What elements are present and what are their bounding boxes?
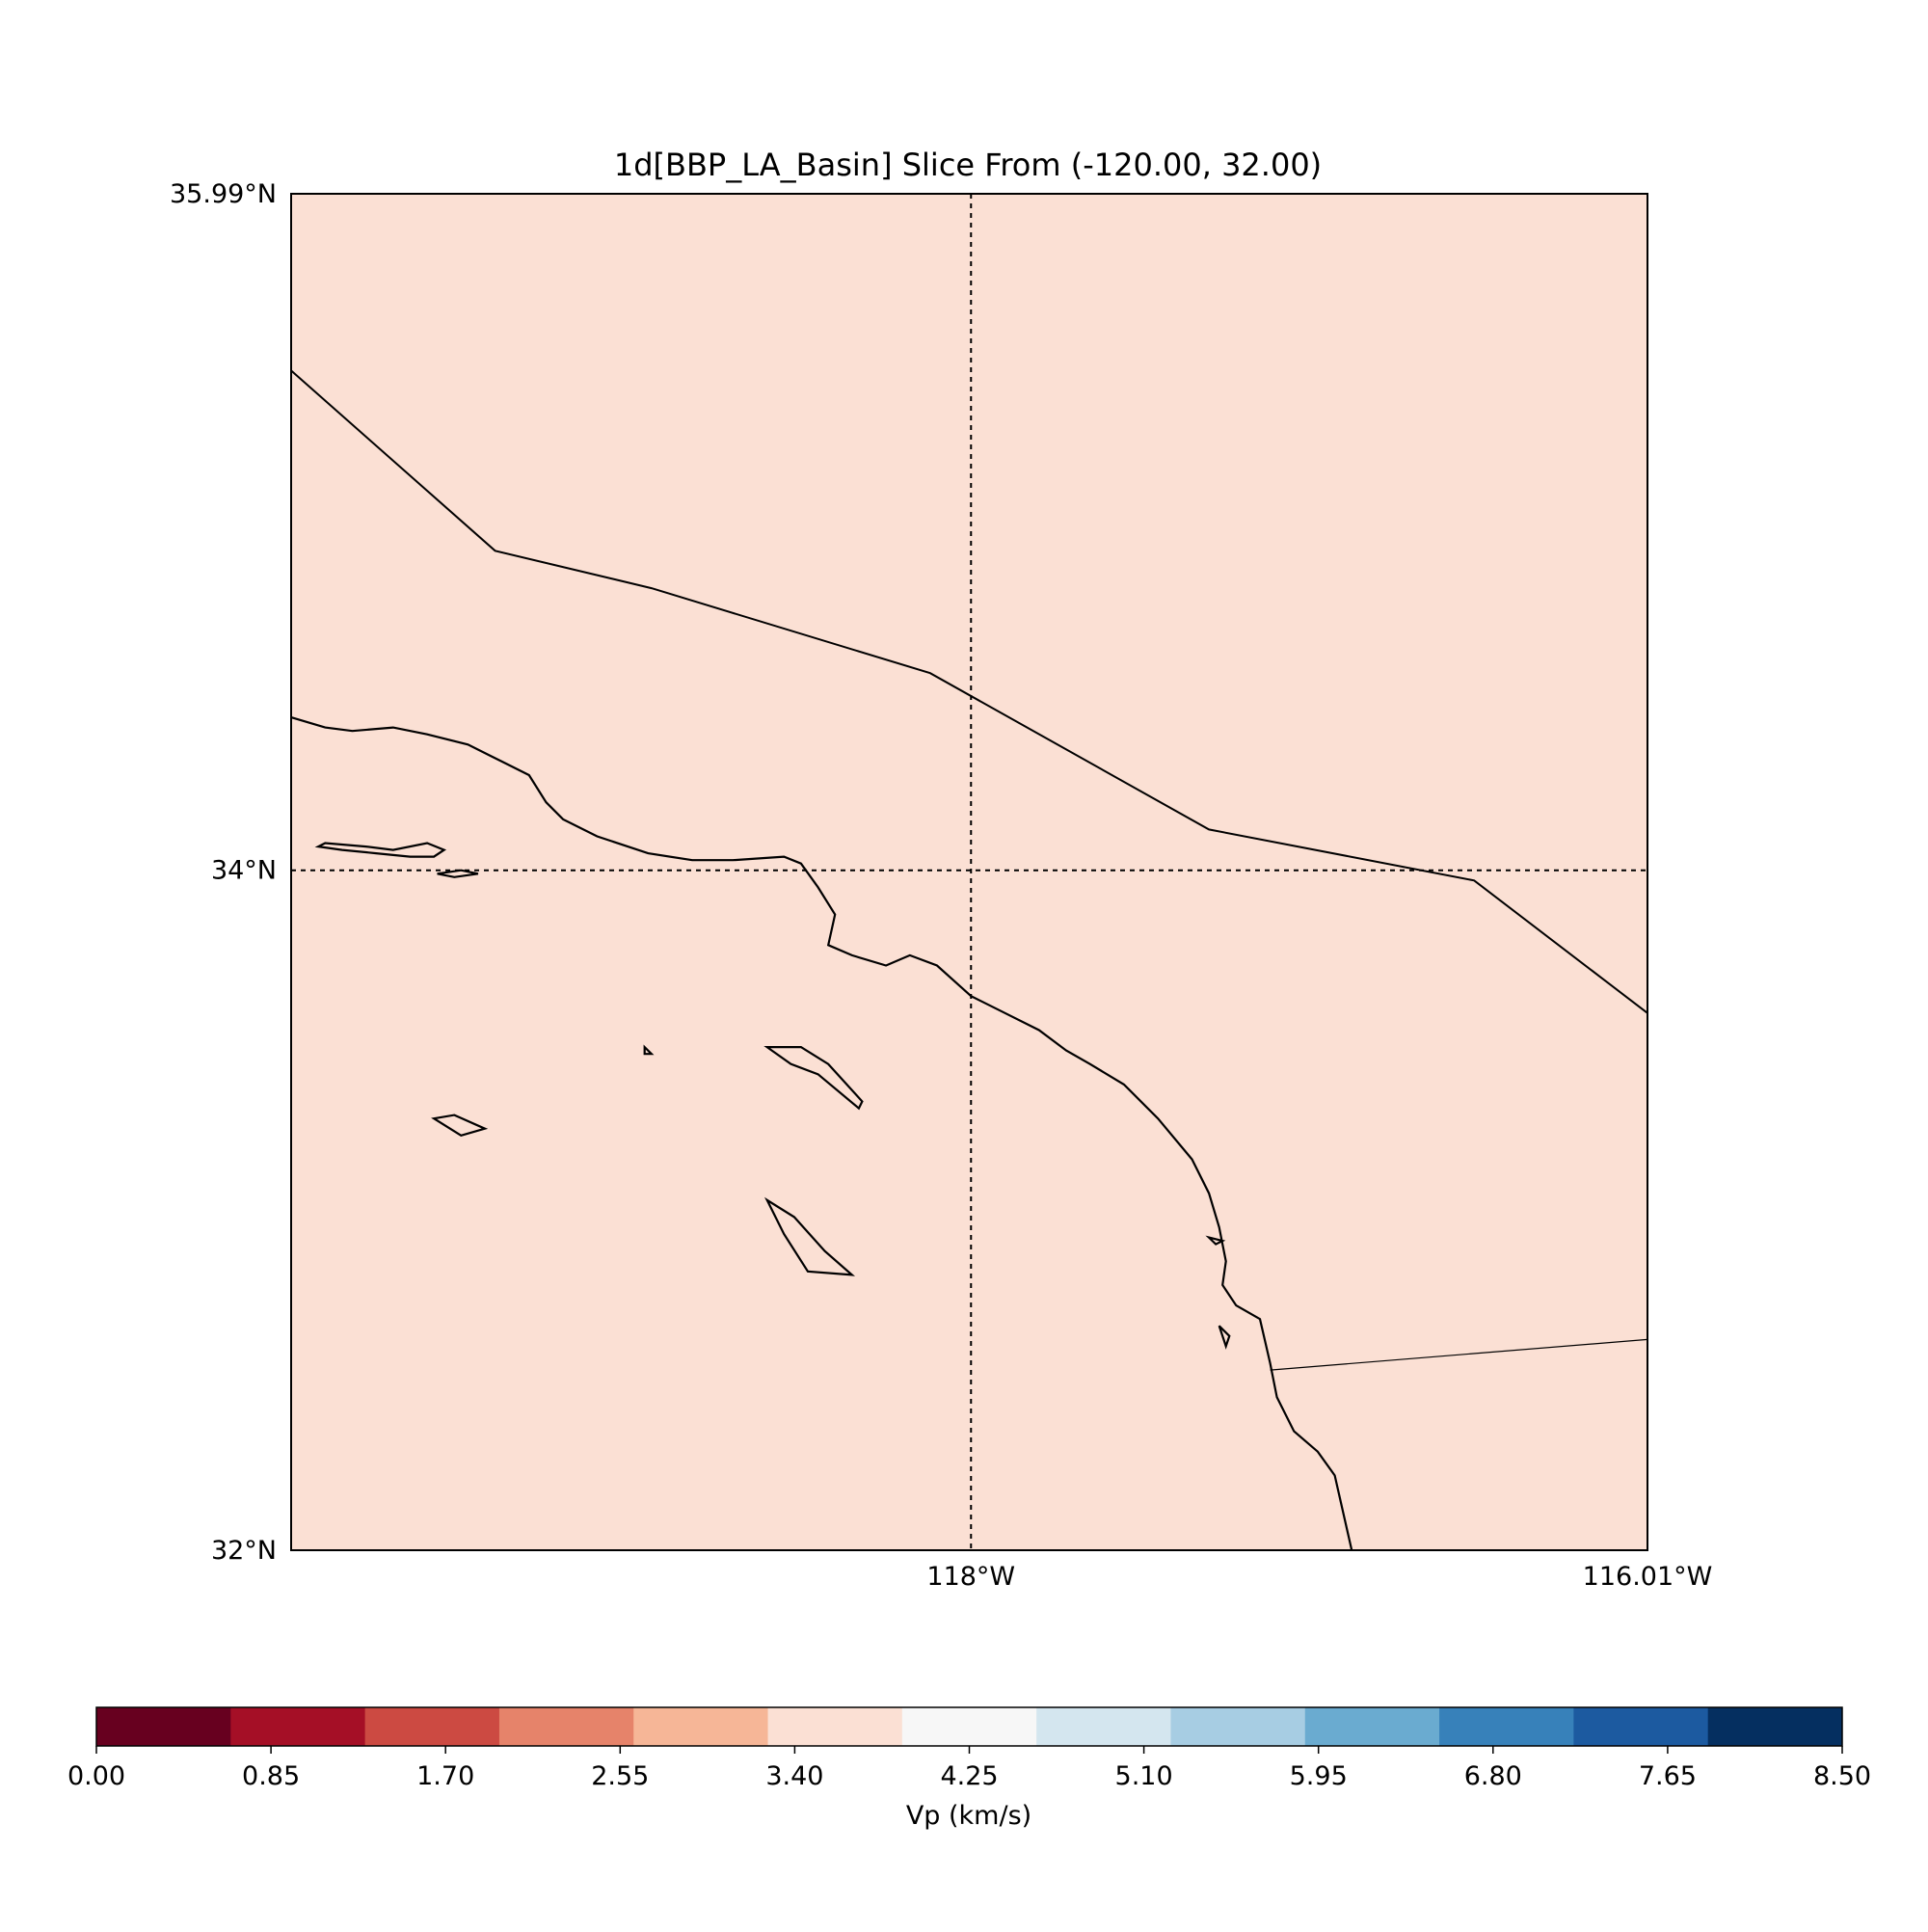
colorbar-tick-label: 8.50 [1813, 1761, 1871, 1791]
island-7 [1218, 1325, 1231, 1350]
colorbar-segment [364, 1707, 500, 1746]
colorbar-tick-label: 0.00 [67, 1761, 125, 1791]
colorbar-ticks: 0.00 0.85 1.70 2.55 3.40 4.25 5.10 5.95 6.80 7.65… [67, 1746, 1871, 1791]
island-6 [1205, 1235, 1226, 1246]
colorbar-tick-label: 6.80 [1464, 1761, 1522, 1791]
colorbar-segment [1439, 1707, 1574, 1746]
colorbar-segment [1573, 1707, 1709, 1746]
longitude-label: 118°W [926, 1562, 1015, 1592]
colorbar-segment [1170, 1707, 1306, 1746]
map-layer [290, 194, 1648, 1551]
colorbar-segment [96, 1707, 231, 1746]
colorbar-tick-label: 2.55 [591, 1761, 649, 1791]
colorbar-segment [1707, 1707, 1843, 1746]
colorbar-tick-label: 5.10 [1115, 1761, 1173, 1791]
map-frame [290, 193, 1648, 1551]
colorbar-segment [767, 1707, 903, 1746]
island-1 [437, 869, 479, 878]
island-4 [763, 1196, 856, 1276]
colorbar-segment [633, 1707, 769, 1746]
colorbar-segment [1036, 1707, 1171, 1746]
colorbar-tick-label: 3.40 [765, 1761, 823, 1791]
map-background [291, 194, 1647, 1550]
longitude-labels: 118°W 116.01°W [926, 1562, 1712, 1592]
colorbar-segment [1304, 1707, 1440, 1746]
island-2 [763, 1045, 864, 1111]
colorbar-tick-label: 7.65 [1639, 1761, 1697, 1791]
colorbar-segment [230, 1707, 366, 1746]
longitude-label: 116.01°W [1583, 1562, 1713, 1592]
latitude-labels: 35.99°N 34°N 32°N [170, 179, 277, 1566]
colorbar-tick-label: 4.25 [940, 1761, 998, 1791]
coastline [290, 716, 1353, 1551]
colorbar-tick-label: 1.70 [416, 1761, 474, 1791]
colorbar-segment [901, 1707, 1037, 1746]
state-boundary-line [290, 369, 1648, 1014]
latitude-label: 34°N [211, 856, 277, 886]
island-0 [314, 842, 447, 858]
colorbar-tick-label: 0.85 [242, 1761, 300, 1791]
latitude-label: 35.99°N [170, 179, 277, 209]
colorbar-tick-label: 5.95 [1290, 1761, 1348, 1791]
colorbar [96, 1707, 1843, 1746]
island-5 [643, 1044, 655, 1056]
colorbar-label: Vp (km/s) [906, 1801, 1031, 1831]
international-border-line [1270, 1338, 1648, 1371]
latitude-label: 32°N [211, 1536, 277, 1566]
colorbar-segment [498, 1707, 634, 1746]
island-3 [431, 1114, 489, 1137]
map-title: 1d[BBP_LA_Basin] Slice From (-120.00, 32… [614, 147, 1322, 183]
